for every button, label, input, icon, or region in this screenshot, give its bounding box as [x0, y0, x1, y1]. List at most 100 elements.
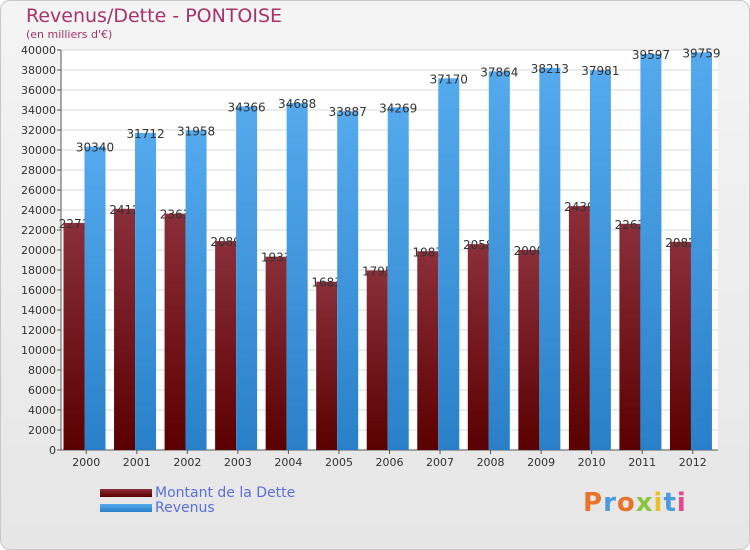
chart-subtitle: (en milliers d'€): [26, 28, 113, 41]
data-label-debt: 2058: [463, 238, 494, 252]
bar-revenue: [135, 132, 157, 450]
x-tick-label: 2006: [376, 456, 404, 469]
y-tick-label: 20000: [21, 244, 56, 257]
data-label-revenue: 34366: [228, 100, 266, 114]
y-tick-label: 38000: [21, 64, 56, 77]
data-label-revenue: 38213: [531, 62, 569, 76]
bar-debt: [467, 244, 489, 450]
y-tick-label: 14000: [21, 304, 56, 317]
bar-revenue: [236, 106, 258, 450]
y-tick-label: 24000: [21, 204, 56, 217]
data-label-revenue: 37981: [581, 64, 619, 78]
x-tick-label: 2001: [123, 456, 151, 469]
x-tick-label: 2005: [325, 456, 353, 469]
x-tick-label: 2011: [628, 456, 656, 469]
y-tick-label: 30000: [21, 144, 56, 157]
bar-debt: [114, 208, 136, 450]
bar-revenue: [84, 146, 106, 450]
x-tick-label: 2000: [72, 456, 100, 469]
data-label-revenue: 30340: [76, 141, 114, 155]
y-tick-label: 26000: [21, 184, 56, 197]
bar-revenue: [539, 67, 561, 451]
bar-revenue: [438, 78, 460, 451]
bar-debt: [669, 241, 691, 450]
y-tick-label: 12000: [21, 324, 56, 337]
x-tick-label: 2010: [578, 456, 606, 469]
bar-revenue: [387, 107, 409, 450]
y-tick-label: 36000: [21, 84, 56, 97]
bar-debt: [164, 213, 186, 450]
y-tick-label: 32000: [21, 124, 56, 137]
bar-debt: [316, 281, 338, 450]
data-label-debt: 1683: [311, 276, 342, 290]
logo-letter: t: [663, 488, 677, 518]
data-label-revenue: 37170: [430, 72, 468, 86]
y-tick-label: 28000: [21, 164, 56, 177]
bar-debt: [366, 270, 388, 450]
logo-letter: x: [635, 488, 654, 518]
data-label-revenue: 33887: [329, 105, 367, 119]
y-tick-label: 16000: [21, 284, 56, 297]
data-label-debt: 2082: [665, 236, 696, 250]
data-label-revenue: 37864: [480, 65, 518, 79]
data-label-debt: 2262: [615, 218, 646, 232]
y-tick-label: 2000: [28, 424, 56, 437]
logo-letter: i: [676, 488, 687, 518]
data-label-revenue: 39759: [682, 46, 720, 60]
legend-swatch-revenue: [100, 504, 152, 512]
x-tick-label: 2007: [426, 456, 454, 469]
data-label-debt: 2412: [109, 203, 140, 217]
data-label-debt: 1987: [412, 245, 443, 259]
data-label-debt: 2363: [160, 208, 191, 222]
bar-revenue: [337, 111, 359, 450]
y-tick-label: 18000: [21, 264, 56, 277]
bar-revenue: [690, 52, 712, 450]
legend-swatch-debt: [100, 489, 152, 497]
logo-letter: i: [653, 488, 664, 518]
y-tick-label: 0: [49, 444, 56, 457]
bar-debt: [265, 256, 287, 450]
x-tick-label: 2002: [173, 456, 201, 469]
bar-revenue: [640, 54, 662, 450]
bar-revenue: [589, 70, 611, 450]
logo-letter: P: [583, 488, 604, 518]
bar-debt: [63, 222, 85, 450]
data-label-revenue: 34269: [379, 101, 417, 115]
data-label-revenue: 39597: [632, 48, 670, 62]
y-tick-label: 4000: [28, 404, 56, 417]
y-tick-label: 10000: [21, 344, 56, 357]
bar-debt: [518, 249, 540, 450]
logo-letter: o: [616, 488, 636, 518]
data-label-revenue: 34688: [278, 97, 316, 111]
x-tick-label: 2008: [477, 456, 505, 469]
bar-debt: [417, 251, 439, 450]
y-tick-label: 22000: [21, 224, 56, 237]
data-label-debt: 1933: [261, 251, 292, 265]
bar-debt: [568, 206, 590, 450]
y-tick-label: 34000: [21, 104, 56, 117]
data-label-debt: 1795: [362, 264, 393, 278]
x-tick-label: 2009: [527, 456, 555, 469]
data-label-revenue: 31958: [177, 124, 215, 138]
chart-title: Revenus/Dette - PONTOISE: [26, 5, 283, 27]
data-label-debt: 2000: [514, 244, 545, 258]
x-tick-label: 2003: [224, 456, 252, 469]
data-label-debt: 2271: [59, 217, 90, 231]
x-tick-label: 2004: [274, 456, 302, 469]
data-label-debt: 2089: [210, 235, 241, 249]
logo-letter: r: [603, 488, 617, 518]
bar-revenue: [488, 71, 510, 451]
legend-label-revenue: Revenus: [155, 500, 215, 516]
bar-revenue: [286, 103, 308, 451]
y-tick-label: 8000: [28, 364, 56, 377]
bar-debt: [619, 223, 641, 450]
y-tick-label: 40000: [21, 44, 56, 57]
x-tick-label: 2012: [679, 456, 707, 469]
legend-label-debt: Montant de la Dette: [155, 485, 296, 501]
bar-debt: [215, 241, 237, 450]
y-tick-label: 6000: [28, 384, 56, 397]
proxiti-logo: Proxiti: [583, 488, 687, 518]
bar-revenue: [185, 130, 207, 451]
data-label-revenue: 31712: [126, 127, 164, 141]
